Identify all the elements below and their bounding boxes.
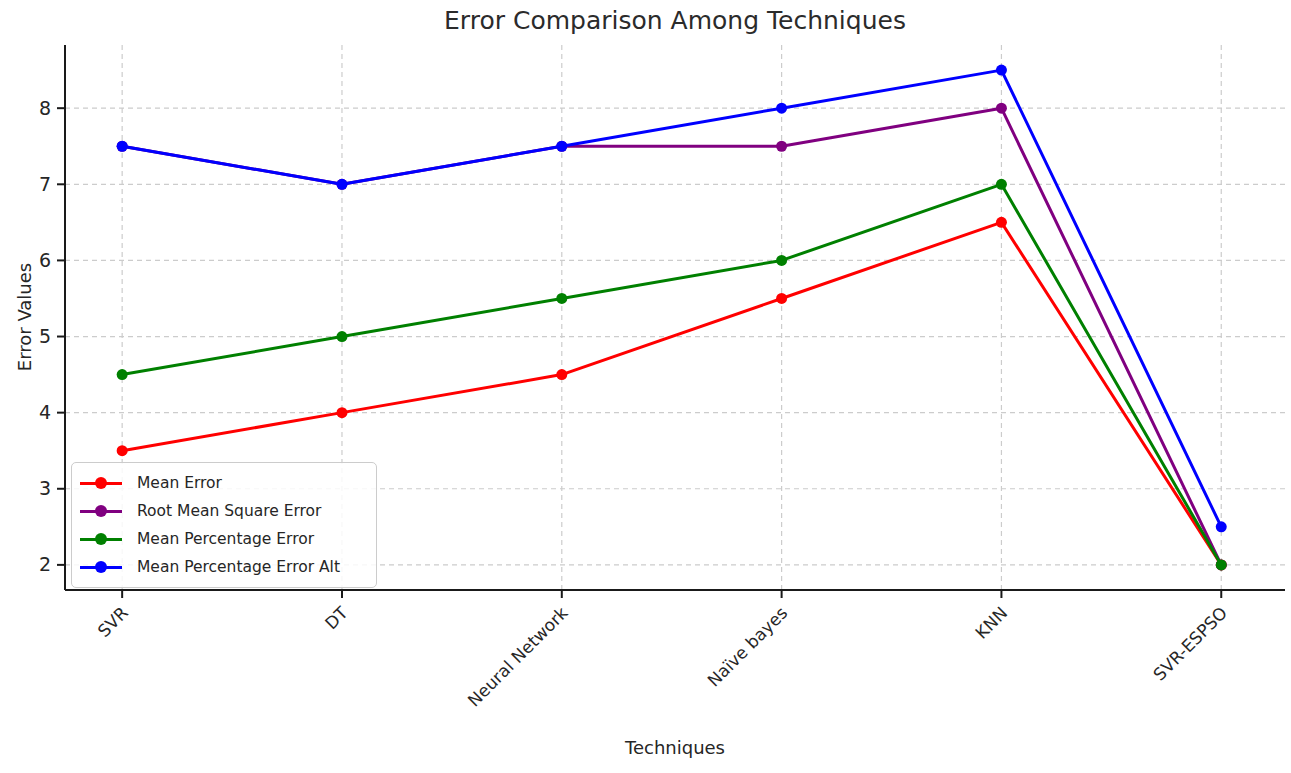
data-point-marker <box>556 369 567 380</box>
legend-item: Root Mean Square Error <box>80 497 366 525</box>
x-tick-label: Neural Network <box>464 603 572 711</box>
data-point-marker <box>776 255 787 266</box>
legend-item-label: Mean Error <box>137 474 222 492</box>
data-point-marker <box>996 65 1007 76</box>
y-tick-label: 3 <box>39 477 51 499</box>
data-point-marker <box>336 331 347 342</box>
y-tick-label: 5 <box>39 325 51 347</box>
legend: Mean Error Root Mean Square Error Mean P… <box>71 462 377 588</box>
chart-figure: 2 3 4 5 6 7 8 SVR DT Neural Network Naïve bayes KNN… <box>0 0 1291 773</box>
data-point-marker <box>996 179 1007 190</box>
y-tick-label: 2 <box>39 553 51 575</box>
y-tick-label: 4 <box>39 401 51 423</box>
data-point-marker <box>776 141 787 152</box>
data-point-marker <box>996 103 1007 114</box>
x-tick-label: DT <box>321 602 352 633</box>
legend-item: Mean Percentage Error <box>80 525 366 553</box>
data-point-marker <box>1216 559 1227 570</box>
data-point-marker <box>336 407 347 418</box>
data-point-marker <box>117 445 128 456</box>
y-tick-label: 7 <box>39 173 51 195</box>
chart-title: Error Comparison Among Techniques <box>65 6 1285 35</box>
plot-area: 2 3 4 5 6 7 8 SVR DT Neural Network Naïve bayes KNN… <box>0 0 1291 773</box>
data-point-marker <box>556 141 567 152</box>
data-point-marker <box>1216 521 1227 532</box>
data-point-marker <box>117 141 128 152</box>
y-tick-label: 8 <box>39 97 51 119</box>
y-tick-label: 6 <box>39 249 51 271</box>
legend-item-label: Mean Percentage Error Alt <box>137 558 340 576</box>
legend-line-marker-icon <box>80 477 122 489</box>
x-tick-label: Naïve bayes <box>703 603 791 691</box>
data-point-marker <box>776 103 787 114</box>
legend-line-marker-icon <box>80 533 122 545</box>
x-axis-label: Techniques <box>65 737 1285 758</box>
x-tick-label: KNN <box>971 603 1011 643</box>
legend-item: Mean Error <box>80 469 366 497</box>
data-point-marker <box>556 293 567 304</box>
series-line-mean-percentage-error-alt <box>122 70 1221 527</box>
x-tick-label: SVR-ESPSO <box>1149 603 1231 685</box>
legend-line-marker-icon <box>80 561 122 573</box>
legend-item-label: Mean Percentage Error <box>137 530 314 548</box>
data-point-marker <box>117 369 128 380</box>
data-point-marker <box>336 179 347 190</box>
legend-item: Mean Percentage Error Alt <box>80 553 366 581</box>
x-tick-label: SVR <box>94 603 132 641</box>
data-point-marker <box>776 293 787 304</box>
legend-item-label: Root Mean Square Error <box>137 502 321 520</box>
legend-line-marker-icon <box>80 505 122 517</box>
data-point-marker <box>996 217 1007 228</box>
y-axis-label: Error Values <box>14 263 35 371</box>
